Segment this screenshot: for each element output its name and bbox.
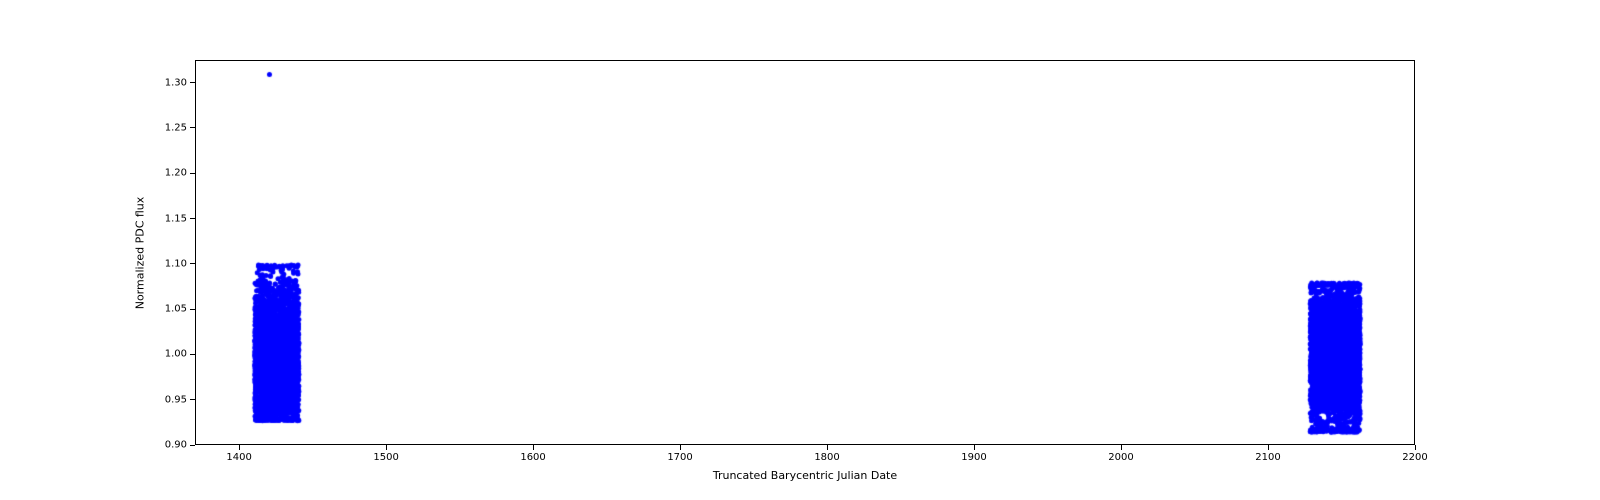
plot-area: [195, 60, 1415, 445]
y-tick-mark: [190, 218, 195, 219]
y-tick-mark: [190, 309, 195, 310]
y-tick-mark: [190, 127, 195, 128]
y-tick-label: 1.00: [165, 349, 187, 360]
y-tick-mark: [190, 82, 195, 83]
y-tick-label: 0.95: [165, 394, 187, 405]
y-tick-mark: [190, 399, 195, 400]
y-tick-label: 0.90: [165, 440, 187, 451]
y-tick-label: 1.25: [165, 122, 187, 133]
x-tick-label: 2100: [1255, 452, 1280, 463]
x-tick-mark: [1268, 445, 1269, 450]
x-tick-mark: [386, 445, 387, 450]
x-tick-label: 1800: [814, 452, 839, 463]
x-tick-label: 1600: [520, 452, 545, 463]
x-tick-mark: [239, 445, 240, 450]
x-tick-mark: [533, 445, 534, 450]
y-tick-label: 1.30: [165, 77, 187, 88]
x-tick-mark: [974, 445, 975, 450]
x-axis-label: Truncated Barycentric Julian Date: [713, 469, 897, 482]
x-tick-label: 1500: [373, 452, 398, 463]
x-tick-label: 2000: [1108, 452, 1133, 463]
figure: 1400 1500 1600 1700 1800 1900 2000 2100 2200 0.9…: [0, 0, 1600, 500]
x-tick-mark: [827, 445, 828, 450]
y-tick-mark: [190, 445, 195, 446]
scatter-canvas: [196, 61, 1416, 446]
y-tick-mark: [190, 263, 195, 264]
y-tick-label: 1.15: [165, 213, 187, 224]
x-tick-label: 1900: [961, 452, 986, 463]
x-tick-label: 1700: [667, 452, 692, 463]
x-tick-label: 1400: [226, 452, 251, 463]
x-tick-mark: [680, 445, 681, 450]
y-tick-mark: [190, 173, 195, 174]
y-tick-label: 1.20: [165, 168, 187, 179]
x-tick-mark: [1121, 445, 1122, 450]
y-axis-label: Normalized PDC flux: [134, 196, 147, 309]
x-tick-label: 2200: [1402, 452, 1427, 463]
y-tick-label: 1.05: [165, 304, 187, 315]
y-tick-mark: [190, 354, 195, 355]
y-tick-label: 1.10: [165, 258, 187, 269]
x-tick-mark: [1415, 445, 1416, 450]
